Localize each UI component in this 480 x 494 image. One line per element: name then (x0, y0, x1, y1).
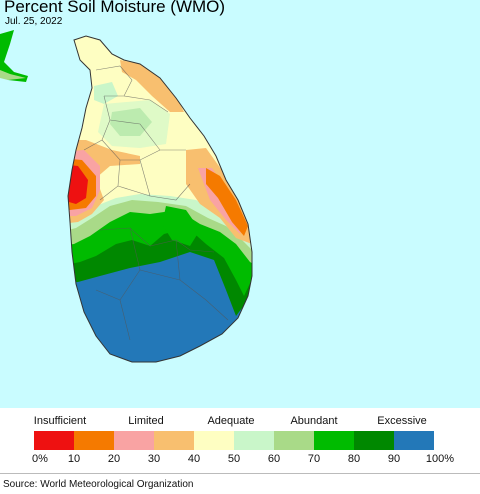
legend-swatch-8 (354, 431, 394, 450)
legend-swatch-2 (114, 431, 154, 450)
legend-swatch-4 (194, 431, 234, 450)
legend-tick-label: 80 (347, 453, 361, 465)
legend-tick-label: 70 (307, 453, 321, 465)
legend-tick-label: 0% (32, 453, 48, 465)
central-north-light (98, 100, 170, 148)
legend-color-bar (34, 431, 434, 450)
legend-swatch-0 (34, 431, 74, 450)
central-green (162, 206, 200, 246)
legend-tick-label: 90 (387, 453, 401, 465)
legend-tick-label: 30 (147, 453, 161, 465)
map-date: Jul. 25, 2022 (5, 16, 63, 27)
legend-tick-label: 50 (227, 453, 241, 465)
north-west-green (94, 82, 118, 104)
soil-moisture-map (0, 0, 480, 408)
india-landmass (0, 30, 28, 82)
district-boundaries (83, 65, 229, 341)
legend-category-label: Excessive (377, 415, 427, 427)
legend-ticks: 0% 10 20 30 40 50 60 70 80 90 100% (0, 453, 480, 467)
legend-category-label: Insufficient (33, 415, 87, 427)
legend-swatch-6 (274, 431, 314, 450)
legend-categories: Insufficient Limited Adequate Abundant E… (0, 415, 480, 429)
legend-category-label: Adequate (207, 415, 255, 427)
legend-tick-label: 40 (187, 453, 201, 465)
legend-tick-label: 10 (67, 453, 81, 465)
legend-swatch-9 (394, 431, 434, 450)
east-orange (206, 168, 248, 236)
legend-swatch-7 (314, 431, 354, 450)
legend-tick-label: 20 (107, 453, 121, 465)
legend-category-label: Abundant (290, 415, 338, 427)
legend-tick-label: 60 (267, 453, 281, 465)
legend-swatch-3 (154, 431, 194, 450)
north-east-orange (120, 60, 184, 112)
legend-tick-label: 100% (425, 453, 455, 465)
legend-swatch-5 (234, 431, 274, 450)
map-svg (0, 0, 480, 408)
india-coast (0, 70, 26, 80)
map-title: Percent Soil Moisture (WMO) (4, 0, 226, 16)
island-outline (67, 35, 253, 363)
footer-divider (0, 473, 480, 474)
west-red (68, 164, 88, 204)
source-credit: Source: World Meteorological Organizatio… (3, 479, 194, 490)
legend-category-label: Limited (128, 415, 164, 427)
legend-swatch-1 (74, 431, 114, 450)
